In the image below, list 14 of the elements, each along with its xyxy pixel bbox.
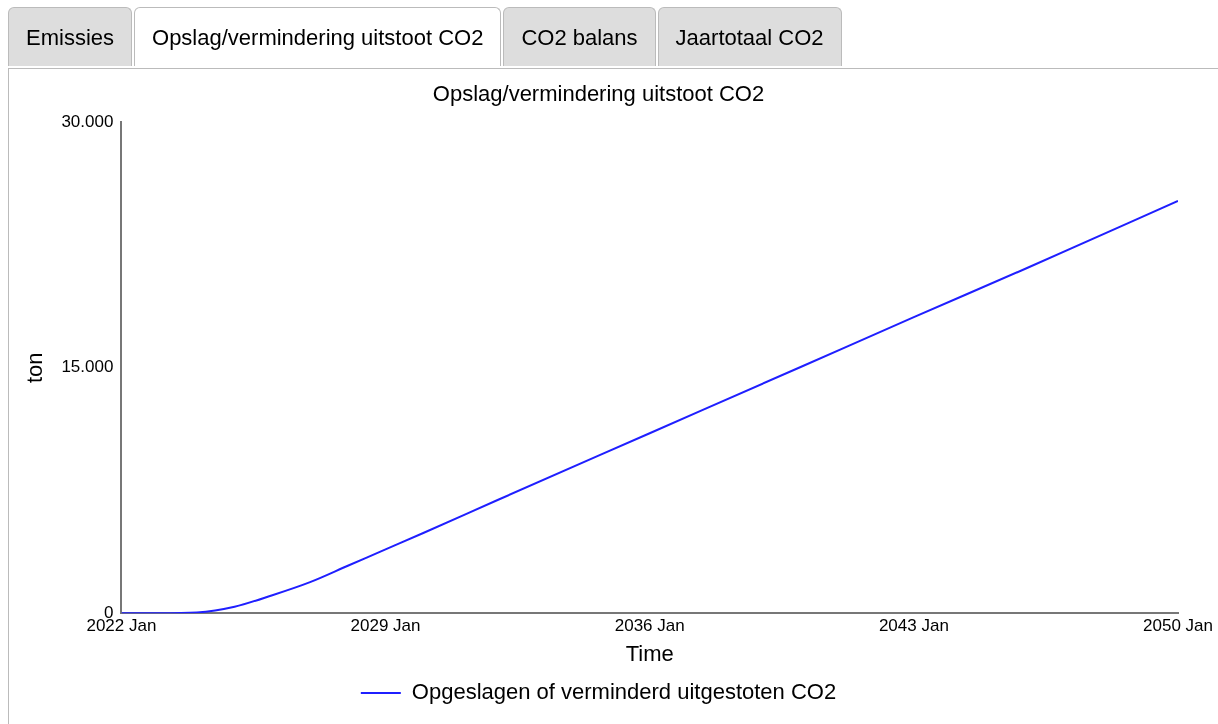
y-tick-label: 30.000 [61, 112, 114, 132]
x-axis-title: Time [625, 640, 674, 666]
text: Emissies [8, 7, 133, 66]
y-tick-label: 15.000 [61, 357, 114, 377]
legend-label: Opgeslagen of verminderd uitgestoten CO2 [411, 679, 837, 705]
x-tick-label: 2036 Jan [614, 616, 685, 636]
chart-title: Opslag/vermindering uitstoot CO2 [432, 81, 765, 107]
text: Opslag/vermindering uitstoot CO2 [134, 7, 502, 66]
y-axis-title: ton [22, 352, 48, 384]
x-tick-label: 2050 Jan [1143, 616, 1213, 636]
text: CO2 balans [503, 7, 656, 66]
x-tick-label: 2043 Jan [878, 616, 949, 636]
text: Jaartotaal CO2 [657, 7, 842, 66]
x-tick-label: 2029 Jan [350, 616, 421, 636]
